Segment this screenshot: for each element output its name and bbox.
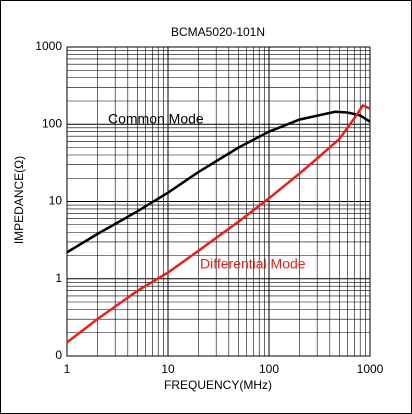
x-tick-label: 1 <box>64 362 71 376</box>
y-tick-label: 1000 <box>35 39 62 53</box>
y-tick-label: 0 <box>55 348 62 362</box>
series-label: Differential Mode <box>200 256 306 272</box>
y-axis-label: IMPEDANCE(Ω) <box>12 156 26 244</box>
x-axis-label: FREQUENCY(MHz) <box>164 378 272 392</box>
series-line <box>66 103 371 344</box>
plot-frame <box>66 46 371 357</box>
y-tick-label: 1 <box>55 271 62 285</box>
series-label: Common Mode <box>108 111 204 127</box>
y-tick-label: 10 <box>49 194 63 208</box>
x-tick-label: 1000 <box>357 362 384 376</box>
series-line <box>66 110 371 254</box>
chart-title: BCMA5020-101N <box>171 25 265 39</box>
x-tick-label: 100 <box>259 362 279 376</box>
x-tick-label: 10 <box>161 362 175 376</box>
y-tick-label: 100 <box>42 116 62 130</box>
